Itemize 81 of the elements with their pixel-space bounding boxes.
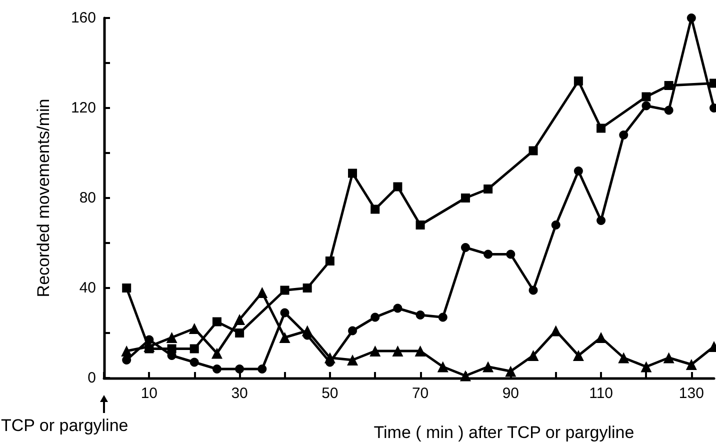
point [302, 284, 312, 292]
point [212, 317, 222, 326]
point [460, 243, 470, 252]
x-tick-label: 50 [322, 385, 338, 402]
point [258, 364, 267, 374]
point [122, 284, 132, 292]
point [280, 308, 290, 318]
point [686, 359, 697, 370]
point [122, 356, 132, 364]
text: TCP or pargyline [1, 416, 128, 436]
point [642, 92, 651, 102]
point [484, 184, 493, 194]
point [618, 352, 630, 364]
point [324, 352, 336, 364]
point [416, 310, 425, 320]
point [393, 182, 402, 192]
point [370, 312, 380, 322]
point [190, 358, 199, 367]
point [280, 286, 290, 295]
x-tick-label: 130 [678, 385, 704, 402]
point [596, 216, 606, 225]
point [212, 364, 222, 374]
point [528, 350, 539, 361]
point [121, 346, 132, 356]
x-axis-title: Time ( min ) after TCP or pargyline [374, 423, 634, 442]
point [393, 304, 402, 313]
point [211, 348, 222, 359]
x-tick-label: 30 [231, 385, 248, 402]
point [438, 312, 448, 322]
y-tick-label: 160 [70, 10, 96, 26]
point [416, 220, 425, 230]
point [437, 361, 448, 372]
point [596, 124, 606, 133]
point [482, 361, 494, 372]
x-tick-label: 90 [502, 385, 520, 402]
point [414, 346, 426, 356]
y-axis-title: Recorded movements/min [34, 98, 53, 298]
point [235, 328, 244, 338]
point [640, 361, 652, 372]
point [190, 344, 199, 354]
point [460, 370, 471, 382]
point [347, 354, 358, 366]
x-tick-label: 110 [589, 385, 613, 402]
point [235, 364, 244, 374]
x-tick-label: 70 [412, 385, 429, 402]
point [574, 166, 583, 176]
point [686, 14, 696, 22]
point [144, 335, 154, 344]
point [505, 366, 516, 377]
point [392, 346, 404, 356]
point [279, 332, 290, 343]
point [663, 352, 674, 364]
point [642, 101, 651, 110]
point [596, 332, 607, 343]
point [460, 194, 470, 202]
point [574, 76, 583, 86]
point [572, 350, 584, 361]
point [528, 286, 538, 295]
point [528, 146, 538, 156]
point [551, 220, 560, 230]
y-tick-label: 80 [79, 190, 96, 206]
point [348, 326, 358, 336]
point [188, 323, 200, 334]
point [234, 314, 246, 325]
x-tick-label: 10 [140, 385, 158, 402]
point [664, 81, 674, 90]
y-tick-label: 40 [79, 280, 96, 296]
y-tick-label: 120 [70, 100, 96, 116]
point [348, 168, 358, 178]
point [302, 325, 313, 336]
point [370, 204, 380, 214]
point [256, 287, 268, 298]
point [506, 250, 516, 259]
point [619, 130, 628, 140]
point [484, 250, 493, 259]
point [664, 106, 674, 115]
point [166, 332, 178, 343]
point [325, 256, 334, 266]
point [550, 325, 562, 336]
point [370, 346, 381, 356]
y-tick-label: 0 [88, 370, 96, 386]
